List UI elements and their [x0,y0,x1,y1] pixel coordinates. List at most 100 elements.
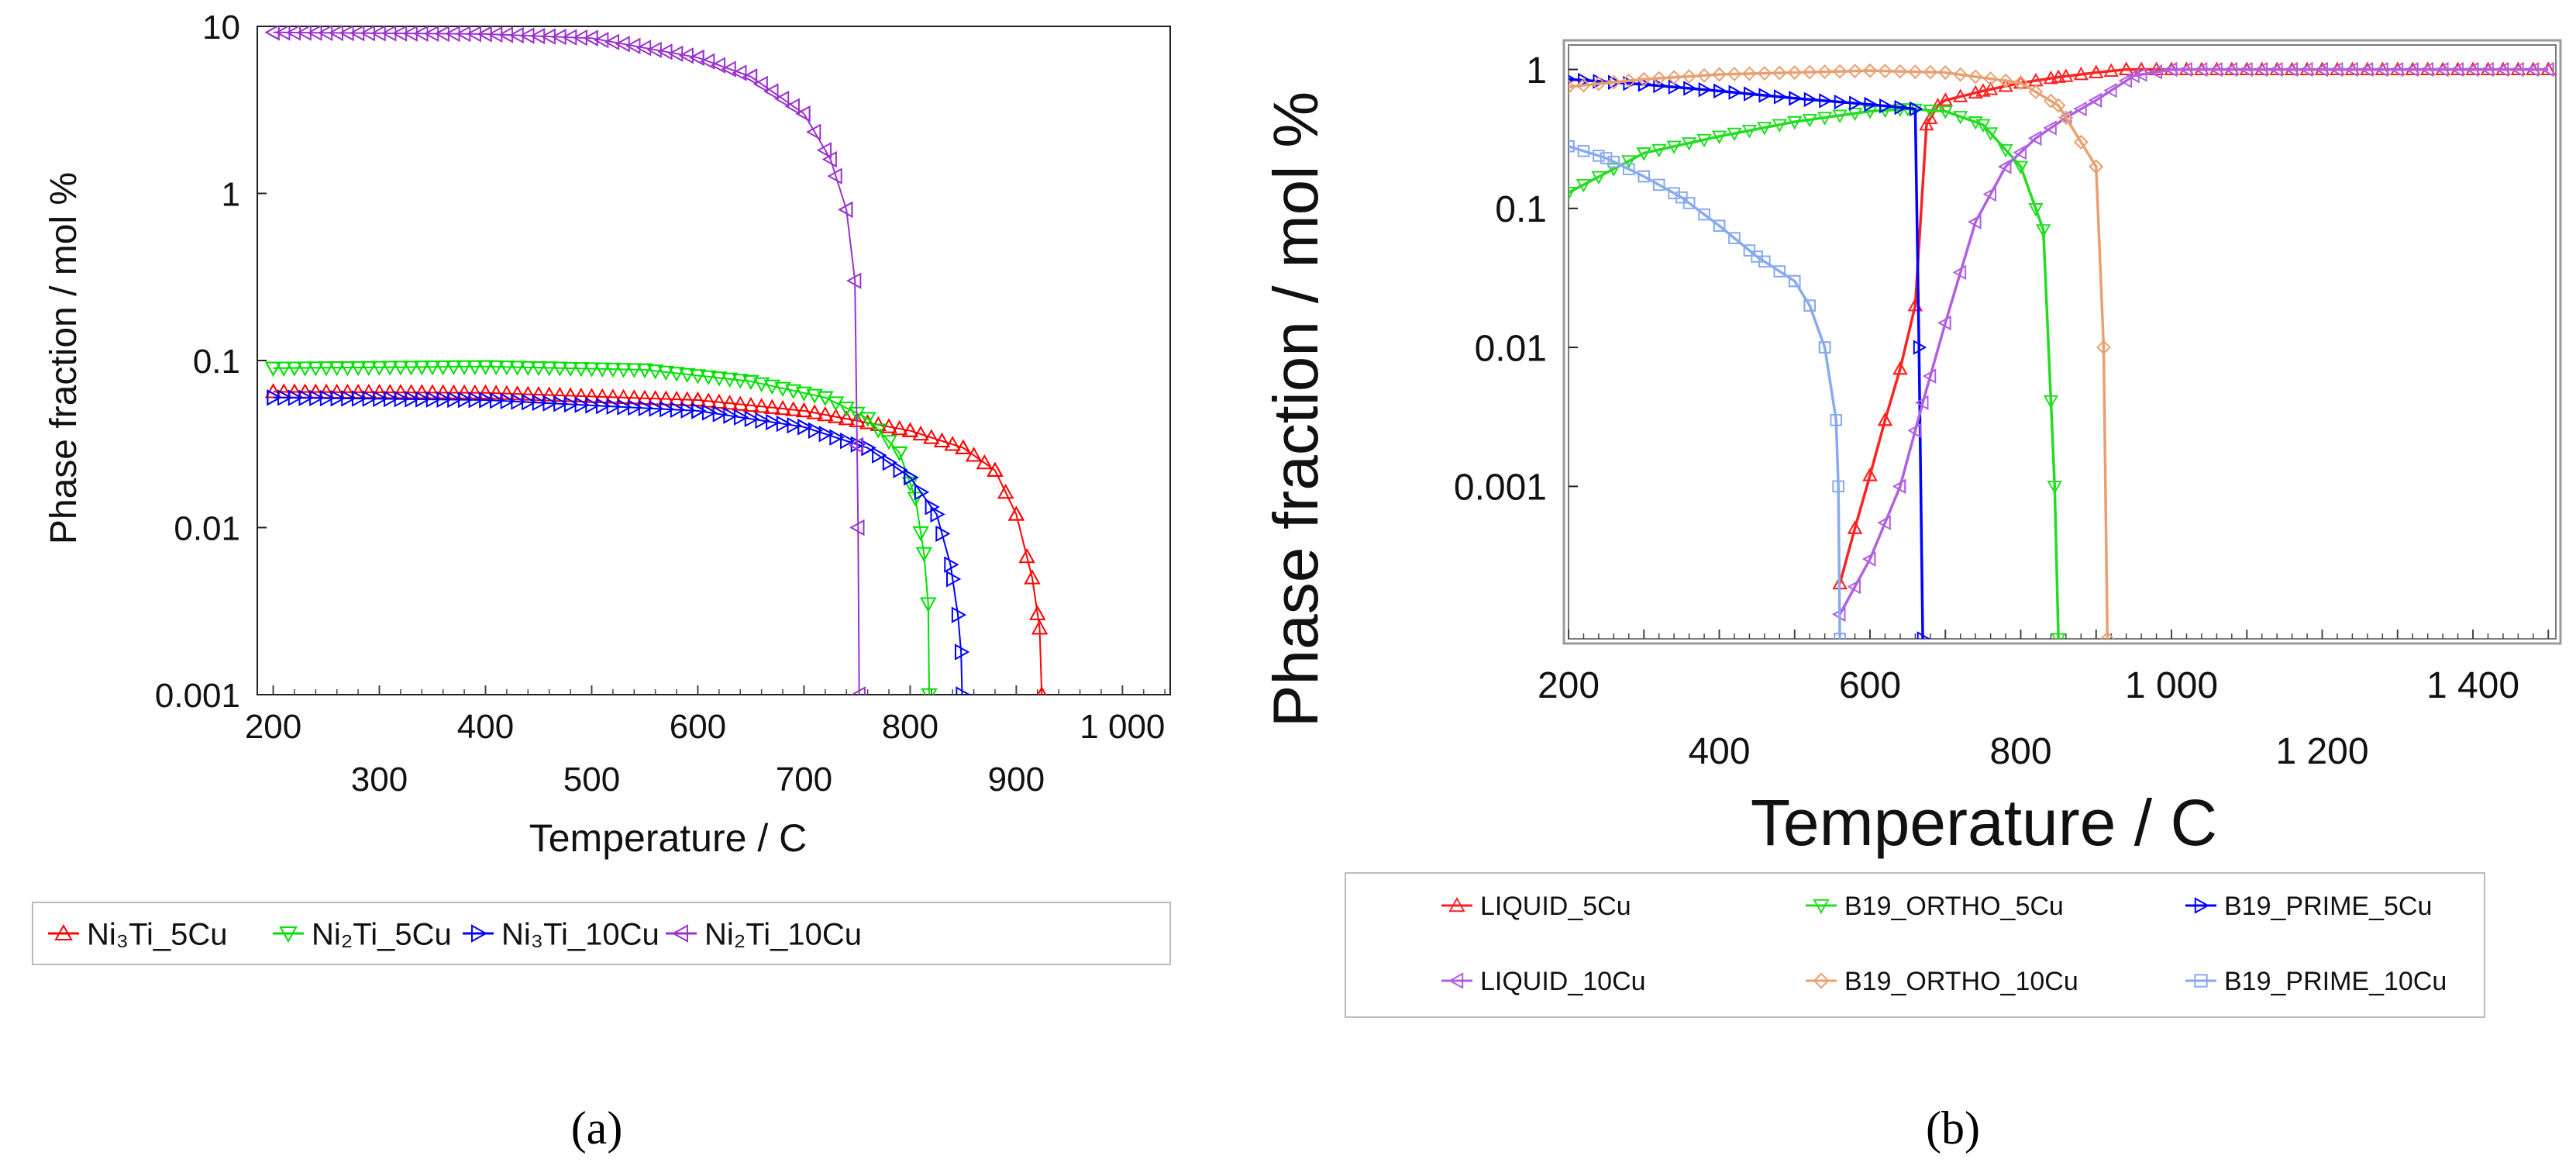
series-marker-4 [2193,61,2208,78]
series-marker-2 [1772,119,1788,133]
series-marker-1 [891,419,908,436]
series-marker-4 [370,26,386,42]
series-marker-3 [1683,81,1697,96]
series-marker-3 [373,390,388,408]
data-point [954,643,970,661]
data-point [1998,159,2012,174]
series-marker-5 [1892,64,1908,79]
series-marker-2 [700,370,717,385]
data-point [2013,160,2029,174]
data-point [2096,340,2111,355]
series-marker-5 [1907,64,1923,80]
data-point [1877,412,1893,426]
plot-a-ticks [257,26,1166,695]
series-marker-1 [456,384,473,399]
series-marker-5 [2028,85,2044,100]
data-point [850,686,866,695]
series-marker-5 [1621,73,1637,88]
data-point [2027,130,2042,146]
series-marker-2 [467,360,484,375]
data-point [477,26,492,43]
series-marker-5 [1591,76,1607,91]
data-point [2089,64,2104,78]
series-marker-4 [2239,61,2253,78]
y-tick-label: 0.001 [155,677,240,715]
series-marker-4 [752,75,768,93]
data-point [1789,91,1803,106]
legend-label: Ni₃Ti_5Cu [87,917,228,951]
series-marker-2 [360,361,377,376]
x-tick-label: 800 [1989,731,2051,772]
series-marker-1 [1029,605,1046,620]
series-marker-2 [381,361,398,376]
series-marker-4 [2450,61,2464,78]
series-marker-4 [2405,61,2419,78]
series-marker-2 [732,374,749,389]
data-point [987,461,1004,477]
series-marker-1 [774,400,791,416]
series-marker-4 [773,90,790,108]
plot-a-y-axis-label: Phase fraction / mol % [43,172,84,544]
legend-label: B19_PRIME_5Cu [2224,892,2432,921]
series-marker-4 [2118,73,2133,88]
series-marker-1 [827,408,845,423]
series-marker-4 [2284,61,2299,78]
data-point [1915,395,1929,411]
data-point [1037,685,1047,695]
data-point [2314,61,2328,78]
series-marker-1 [1018,548,1035,564]
series-marker-4 [445,26,460,43]
legend-swatch-marker [2194,897,2210,914]
data-point [1569,74,1577,84]
series-marker-2 [721,372,739,388]
data-point [1937,315,1951,331]
series-marker-2 [286,361,303,377]
series-marker-3 [288,389,304,406]
data-point [264,361,282,377]
series-marker-4 [317,26,333,42]
series-marker-3 [925,499,940,516]
series-marker-4 [806,123,821,140]
series-marker-5 [1953,67,1968,82]
data-point [1862,467,1878,481]
series-marker-1 [711,393,728,409]
series-marker-4 [2389,61,2404,78]
series-marker-2 [594,362,611,378]
series-marker-1 [381,384,398,399]
x-tick-label: 800 [882,708,938,746]
series-marker-1 [679,391,696,406]
series-marker-2 [2028,202,2044,217]
series-marker-5 [1666,70,1682,85]
series-marker-6 [1607,155,1620,168]
y-tick-label: 0.01 [174,509,240,547]
data-point [1803,299,1817,312]
series-marker-2 [318,361,335,377]
series-marker-1 [742,396,759,412]
series-marker-4 [2344,61,2358,78]
series-marker-1 [360,383,377,399]
series-marker-1 [923,429,940,444]
series-marker-1 [880,418,897,433]
data-point [951,606,967,623]
series-marker-2 [763,379,781,395]
plot-b-legend: LIQUID_5Cu B19_ORTHO_5Cu B19_PRIME_5Cu LIQU… [1441,892,2447,996]
series-marker-4 [2464,61,2479,78]
legend-item-4: LIQUID_10Cu [1441,967,1646,996]
panel-a-label: (a) [571,1102,623,1154]
series-marker-4 [710,57,726,74]
series-line-3 [273,396,963,695]
series-marker-1 [763,398,781,414]
series-marker-1 [424,384,441,399]
series-line-5 [1569,69,2109,639]
series-marker-2 [540,361,558,377]
series-marker-4 [721,60,736,78]
data-point [1711,130,1727,144]
x-tick-label: 1 200 [2275,731,2368,772]
data-point [1569,79,1576,95]
data-point [2118,61,2134,75]
series-marker-1 [752,398,770,413]
y-tick-label: 0.1 [193,343,240,381]
series-marker-5 [1802,64,1817,80]
series-marker-2 [583,362,601,378]
series-marker-5 [1606,74,1621,90]
